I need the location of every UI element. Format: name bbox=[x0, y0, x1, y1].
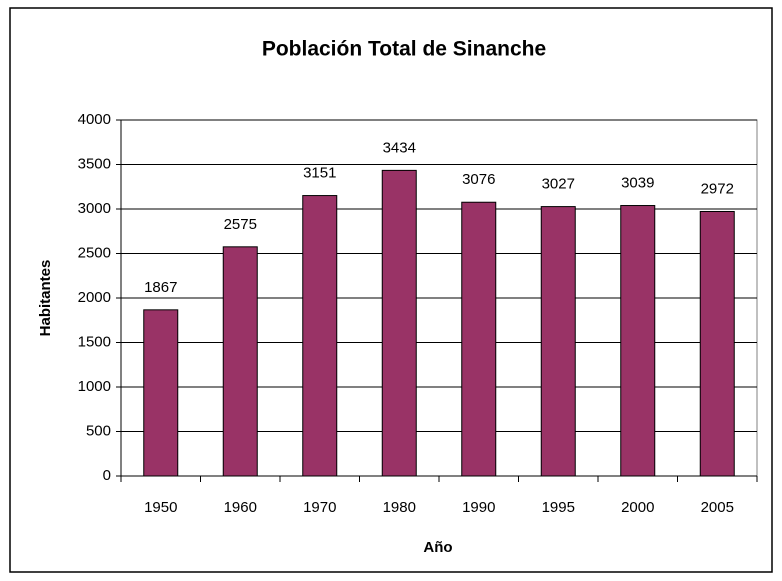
value-label: 3039 bbox=[621, 174, 654, 191]
value-label: 2972 bbox=[701, 180, 734, 197]
x-tick-label: 1990 bbox=[462, 499, 495, 516]
chart-title: Población Total de Sinanche bbox=[262, 38, 546, 61]
y-tick-label: 2500 bbox=[78, 244, 111, 261]
bar bbox=[461, 201, 497, 477]
value-label: 3151 bbox=[303, 165, 336, 182]
x-tick-label: 1960 bbox=[224, 499, 257, 516]
y-tick-label: 2000 bbox=[78, 289, 111, 306]
y-axis-title: Habitantes bbox=[37, 260, 54, 337]
bar bbox=[540, 206, 576, 477]
bar bbox=[302, 195, 338, 477]
y-tick-label: 1500 bbox=[78, 333, 111, 350]
value-label: 3434 bbox=[383, 139, 416, 156]
x-tick-label: 2005 bbox=[701, 499, 734, 516]
bar bbox=[143, 309, 179, 477]
x-tick-label: 2000 bbox=[621, 499, 654, 516]
bar bbox=[699, 210, 735, 477]
y-tick-label: 4000 bbox=[78, 111, 111, 128]
value-label: 3027 bbox=[542, 176, 575, 193]
y-tick-label: 0 bbox=[103, 467, 111, 484]
y-tick-label: 1000 bbox=[78, 378, 111, 395]
value-label: 3076 bbox=[462, 171, 495, 188]
x-tick-label: 1995 bbox=[542, 499, 575, 516]
bar bbox=[381, 169, 417, 477]
value-label: 1867 bbox=[144, 279, 177, 296]
bar bbox=[222, 246, 258, 477]
x-tick-label: 1950 bbox=[144, 499, 177, 516]
y-tick-label: 3000 bbox=[78, 200, 111, 217]
y-tick-label: 3500 bbox=[78, 155, 111, 172]
x-tick-label: 1970 bbox=[303, 499, 336, 516]
x-tick-label: 1980 bbox=[383, 499, 416, 516]
bar bbox=[620, 205, 656, 477]
y-tick-label: 500 bbox=[86, 422, 111, 439]
value-label: 2575 bbox=[224, 216, 257, 233]
x-axis-title: Año bbox=[423, 539, 452, 556]
